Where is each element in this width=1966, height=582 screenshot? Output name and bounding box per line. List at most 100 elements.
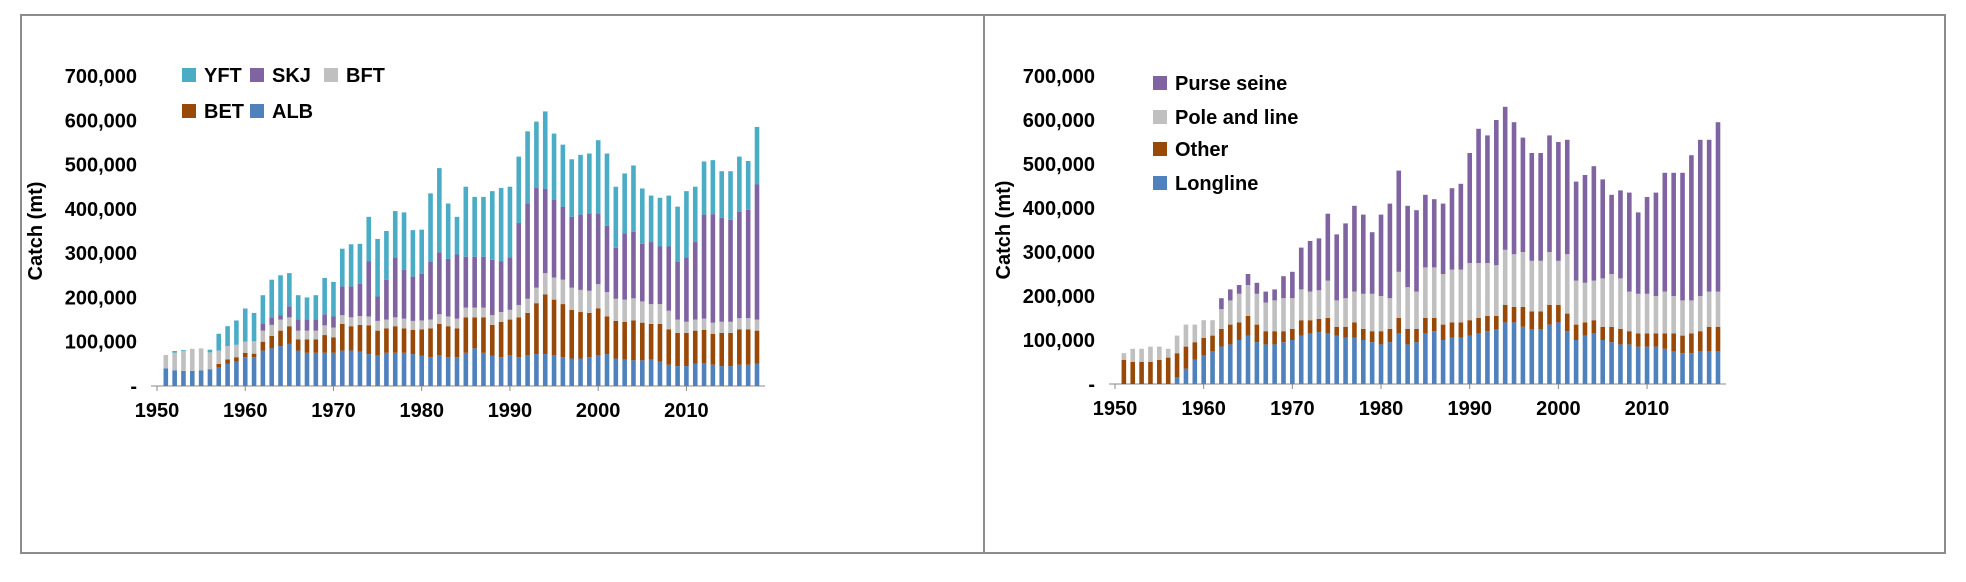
left-bar-bet-1973: [357, 324, 363, 352]
left-bar-alb-1971: [339, 350, 345, 386]
right-bar-other-2009: [1635, 333, 1641, 347]
left-bar-bet-1983: [445, 326, 451, 358]
right-bar-other-1992: [1485, 315, 1490, 332]
right-bar-pole-and-line-1971: [1298, 289, 1304, 321]
right-bar-other-1989: [1458, 322, 1464, 338]
right-bar-other-1956: [1165, 357, 1171, 384]
right-bar-other-2017: [1706, 326, 1712, 351]
left-bar-alb-1967: [304, 352, 310, 386]
left-bar-bet-1999: [587, 312, 592, 358]
right-bar-longline-1994: [1502, 322, 1508, 384]
right-bar-other-1983: [1405, 329, 1410, 345]
right-bar-purse-seine-1978: [1360, 214, 1366, 294]
right-bar-longline-1976: [1343, 337, 1348, 384]
left-x-tick-label: 2000: [576, 400, 621, 422]
left-bar-bft-2003: [622, 299, 627, 322]
right-bar-pole-and-line-1980: [1378, 296, 1384, 332]
left-bar-yft-2004: [631, 165, 636, 232]
right-bar-other-2016: [1697, 331, 1703, 351]
left-bar-bet-1984: [454, 328, 460, 358]
left-y-tick-label: 700,000: [65, 66, 137, 88]
right-bar-pole-and-line-2006: [1609, 274, 1614, 327]
left-bar-yft-2017: [745, 161, 751, 210]
right-bar-purse-seine-2008: [1627, 192, 1632, 292]
left-bar-yft-1981: [428, 193, 433, 262]
left-bar-skj-1968: [313, 319, 319, 331]
left-bar-alb-1994: [542, 354, 548, 386]
left-bar-bet-2004: [631, 320, 636, 361]
left-bar-skj-1965: [287, 306, 292, 318]
right-bar-other-2013: [1671, 333, 1676, 351]
left-bar-alb-1997: [569, 358, 575, 386]
left-x-tick-label: 2010: [664, 400, 709, 422]
left-bar-bet-1962: [260, 341, 266, 351]
right-bar-other-2008: [1627, 331, 1632, 345]
right-bar-other-2010: [1644, 333, 1650, 347]
right-bar-longline-1987: [1440, 340, 1446, 384]
right-bar-purse-seine-1987: [1440, 203, 1446, 274]
left-bar-bet-1990: [507, 319, 513, 355]
left-bar-bft-1997: [569, 287, 575, 310]
right-bar-longline-1996: [1520, 326, 1526, 384]
right-bar-pole-and-line-1999: [1547, 252, 1552, 305]
right-bar-other-1951: [1121, 359, 1127, 384]
right-bar-longline-1963: [1227, 344, 1233, 384]
left-bar-yft-2014: [719, 171, 725, 218]
right-legend-label-pole-and-line: Pole and line: [1175, 107, 1298, 129]
right-bar-pole-and-line-1991: [1476, 263, 1481, 318]
left-bar-alb-1990: [507, 355, 513, 386]
right-bar-longline-1959: [1192, 359, 1198, 384]
right-bar-pole-and-line-2017: [1706, 291, 1712, 327]
right-bar-other-1987: [1440, 324, 1446, 340]
left-bar-skj-1985: [463, 256, 469, 308]
left-bar-bet-1976: [384, 328, 389, 353]
left-bar-bet-2002: [613, 320, 619, 359]
left-bar-skj-1972: [348, 286, 354, 318]
right-bar-longline-2012: [1662, 348, 1668, 384]
right-bar-longline-2007: [1618, 344, 1623, 384]
left-bar-bet-1996: [560, 304, 566, 358]
left-bar-skj-1981: [428, 262, 433, 320]
left-bar-skj-1990: [507, 257, 513, 310]
right-bar-pole-and-line-1987: [1440, 274, 1446, 325]
right-bar-longline-1972: [1307, 333, 1313, 384]
left-bar-bft-1960: [242, 341, 248, 353]
left-bar-bft-1992: [525, 298, 530, 313]
right-legend-label-other: Other: [1175, 139, 1229, 161]
left-bar-skj-2015: [728, 219, 733, 322]
right-y-tick-label: 500,000: [1023, 154, 1095, 176]
left-bar-alb-2017: [745, 364, 751, 386]
left-bar-yft-1980: [419, 229, 425, 274]
left-x-tick-label: 1960: [223, 400, 268, 422]
left-bar-skj-1997: [569, 216, 575, 288]
right-bar-longline-1991: [1476, 333, 1481, 384]
left-bar-alb-1982: [437, 355, 442, 386]
left-bar-skj-1963: [269, 317, 275, 325]
right-bar-longline-1980: [1378, 344, 1384, 384]
left-bar-bft-1979: [410, 320, 416, 330]
left-bar-bet-2009: [675, 332, 680, 367]
left-bar-bft-2018: [754, 319, 760, 331]
right-bar-pole-and-line-2011: [1653, 296, 1659, 334]
left-bar-yft-1986: [472, 196, 477, 257]
right-bar-other-1970: [1290, 329, 1295, 340]
left-legend-swatch-alb: [250, 104, 264, 118]
left-bar-alb-1968: [313, 352, 319, 386]
left-bar-yft-2018: [754, 126, 760, 185]
right-bar-longline-1969: [1281, 342, 1286, 384]
left-bar-bft-1999: [587, 290, 592, 313]
left-y-tick-label: 400,000: [65, 199, 137, 221]
left-bar-alb-2014: [719, 366, 725, 386]
right-bar-pole-and-line-2002: [1573, 280, 1579, 325]
right-bar-other-1966: [1254, 324, 1260, 343]
left-bar-alb-2000: [595, 355, 601, 386]
right-bar-other-2011: [1653, 333, 1659, 347]
left-bar-alb-1958: [225, 363, 230, 386]
left-bar-yft-1993: [534, 121, 539, 189]
right-bar-longline-1962: [1219, 346, 1224, 384]
right-bar-purse-seine-1982: [1396, 170, 1402, 272]
right-bar-longline-1968: [1272, 344, 1277, 384]
left-bar-skj-1978: [401, 269, 407, 319]
left-bar-alb-1985: [463, 352, 469, 386]
left-bar-bet-2016: [737, 329, 742, 365]
